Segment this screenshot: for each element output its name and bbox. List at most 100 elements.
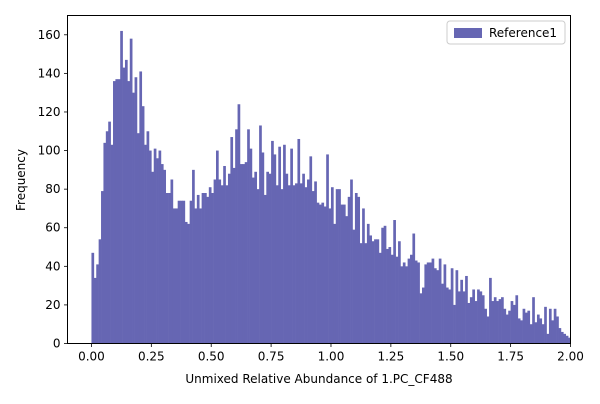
y-tick-label: 20 <box>45 298 60 312</box>
histogram-bar <box>266 171 269 344</box>
histogram-bar <box>431 258 435 344</box>
histogram-bar <box>93 277 97 344</box>
histogram-bar <box>225 185 229 344</box>
histogram-bar <box>501 297 504 344</box>
histogram-bar <box>196 194 200 344</box>
histogram-bar <box>216 150 219 344</box>
histogram-bar <box>546 333 550 344</box>
histogram-bar <box>472 289 475 344</box>
x-tick-label: 1.00 <box>318 350 345 364</box>
histogram-bar <box>227 173 231 344</box>
histogram-bar <box>280 189 284 344</box>
histogram-bar <box>393 220 396 344</box>
histogram-bar <box>251 177 255 344</box>
histogram-bar <box>364 243 368 344</box>
x-tick-label: 1.50 <box>437 350 464 364</box>
histogram-bar <box>481 295 485 344</box>
histogram-bar <box>261 152 265 344</box>
histogram-bar <box>441 283 444 344</box>
histogram-bar <box>467 302 471 344</box>
histogram-bar <box>532 297 535 344</box>
histogram-bar <box>165 193 169 344</box>
legend-box <box>446 20 566 45</box>
histogram-bar <box>247 129 250 344</box>
histogram-bar <box>184 221 188 344</box>
histogram-bar <box>256 189 260 344</box>
histogram-bar <box>510 301 514 344</box>
histogram-bar <box>299 183 303 344</box>
histogram-bar <box>479 291 483 344</box>
histogram-bar <box>177 200 181 344</box>
histogram-bar <box>460 279 464 344</box>
histogram-bar <box>484 308 487 344</box>
histogram-bar <box>496 301 499 344</box>
y-axis-ticks: 0 20 40 60 80 100 120 140 160 <box>38 28 68 351</box>
histogram-bar <box>263 194 267 344</box>
histogram-bar <box>421 287 425 344</box>
histogram-bar <box>249 148 253 344</box>
y-tick-label: 160 <box>38 28 61 42</box>
histogram-bar <box>524 312 528 344</box>
histogram-bar <box>560 331 564 344</box>
histogram-bar <box>120 30 123 344</box>
histogram-bar <box>417 262 420 344</box>
histogram-bar <box>168 193 171 344</box>
histogram-bar <box>146 131 150 344</box>
legend-swatch <box>454 28 482 38</box>
histogram-bar <box>563 333 567 344</box>
y-tick-label: 100 <box>38 144 61 158</box>
histogram-bar <box>340 204 344 344</box>
histogram-bar <box>493 297 497 344</box>
histogram-bar <box>342 204 346 344</box>
histogram-bar <box>220 185 224 344</box>
histogram-bar <box>419 293 423 344</box>
histogram-bar <box>192 169 195 344</box>
histogram-bar <box>474 301 478 344</box>
histogram-bar <box>362 208 365 344</box>
histogram-bar <box>376 239 380 344</box>
histogram-bar <box>522 308 526 344</box>
histogram-bars <box>91 30 571 344</box>
histogram-bar <box>498 299 502 344</box>
histogram-bar <box>127 81 131 344</box>
histogram-bar <box>539 318 543 344</box>
histogram-bar <box>232 167 236 344</box>
x-tick-label: 0.00 <box>78 350 105 364</box>
histogram-bar <box>445 287 449 344</box>
y-tick-label: 0 <box>53 337 61 351</box>
y-tick-label: 140 <box>38 66 61 80</box>
histogram-bar <box>438 258 442 344</box>
histogram-bar <box>124 59 128 344</box>
histogram-bar <box>189 200 193 344</box>
histogram-bar <box>187 223 190 344</box>
x-tick-label: 0.50 <box>198 350 225 364</box>
histogram-bar <box>553 308 557 344</box>
histogram-bar <box>455 270 459 344</box>
histogram-bar <box>230 137 234 344</box>
histogram-bar <box>462 291 466 344</box>
histogram-bar <box>354 193 358 344</box>
histogram-bar <box>316 202 320 344</box>
histogram-bar <box>91 252 95 344</box>
y-tick-label: 40 <box>45 259 60 273</box>
histogram-bar <box>469 297 473 344</box>
histogram-bar <box>330 187 334 344</box>
histogram-bar <box>292 185 296 344</box>
histogram-bar <box>450 268 454 344</box>
histogram-bar <box>295 183 298 344</box>
histogram-bar <box>405 266 408 344</box>
histogram-bar <box>244 162 248 344</box>
histogram-bar <box>170 179 174 344</box>
histogram-bar <box>433 268 437 344</box>
histogram-bar <box>505 314 509 344</box>
histogram-bar <box>477 289 480 344</box>
histogram-bar <box>285 173 289 344</box>
histogram-bar <box>129 38 133 344</box>
histogram-bar <box>412 233 416 344</box>
histogram-bar <box>319 204 322 344</box>
histogram-bar <box>503 308 507 344</box>
y-axis-label: Frequency <box>14 149 28 211</box>
histogram-bar <box>141 106 145 344</box>
histogram-bar <box>436 270 440 344</box>
histogram-bar <box>515 295 519 344</box>
